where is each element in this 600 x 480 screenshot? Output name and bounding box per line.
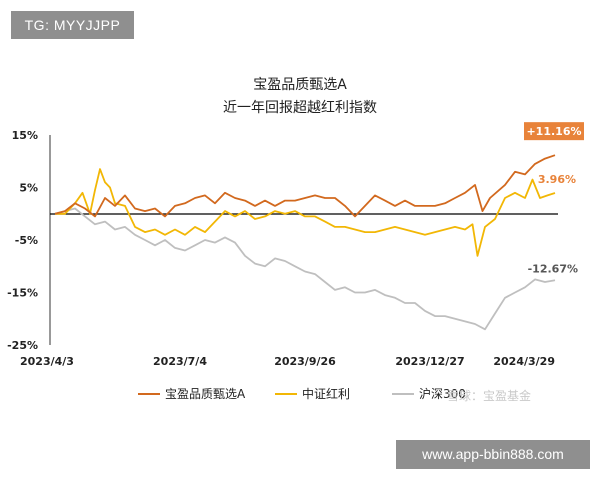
hs300-end-label: -12.67% [528, 262, 578, 275]
chart-title: 宝盈品质甄选A [253, 77, 347, 93]
end-labels: +11.16% 3.96% -12.67% [524, 122, 584, 275]
watermark-bottom: www.app-bbin888.com [396, 440, 590, 469]
x-tick-label: 2023/12/27 [395, 355, 464, 368]
fund-end-label: +11.16% [526, 125, 581, 138]
y-tick-label: 5% [19, 182, 38, 195]
watermark-top: TG: MYYJJPP [11, 11, 134, 39]
y-ticks: 15% 5% -5% -15% -25% [7, 129, 38, 352]
x-tick-label: 2023/9/26 [274, 355, 336, 368]
series-line-2 [54, 207, 556, 331]
snowball-watermark: 雪球：宝盈基金 [447, 388, 531, 403]
x-ticks: 2023/4/3 2023/7/4 2023/9/26 2023/12/27 2024/… [20, 355, 555, 368]
series-line-0 [54, 154, 556, 218]
y-tick-label: 15% [12, 129, 38, 142]
x-tick-label: 2024/3/29 [493, 355, 555, 368]
legend-label-2: 沪深300 [419, 387, 466, 401]
y-tick-label: -5% [15, 234, 38, 247]
legend: 宝盈品质甄选A 中证红利 沪深300 [138, 386, 466, 401]
chart-subtitle: 近一年回报超越红利指数 [223, 100, 377, 116]
y-tick-label: -15% [7, 287, 38, 300]
legend-label-1: 中证红利 [302, 386, 350, 401]
y-tick-label: -25% [7, 339, 38, 352]
dividend-end-label: 3.96% [538, 173, 576, 186]
fund-end-badge [524, 122, 584, 141]
legend-label-0: 宝盈品质甄选A [165, 387, 246, 401]
series-line-1 [55, 168, 556, 257]
series-group [54, 154, 556, 331]
x-tick-label: 2023/7/4 [153, 355, 207, 368]
x-tick-label: 2023/4/3 [20, 355, 74, 368]
